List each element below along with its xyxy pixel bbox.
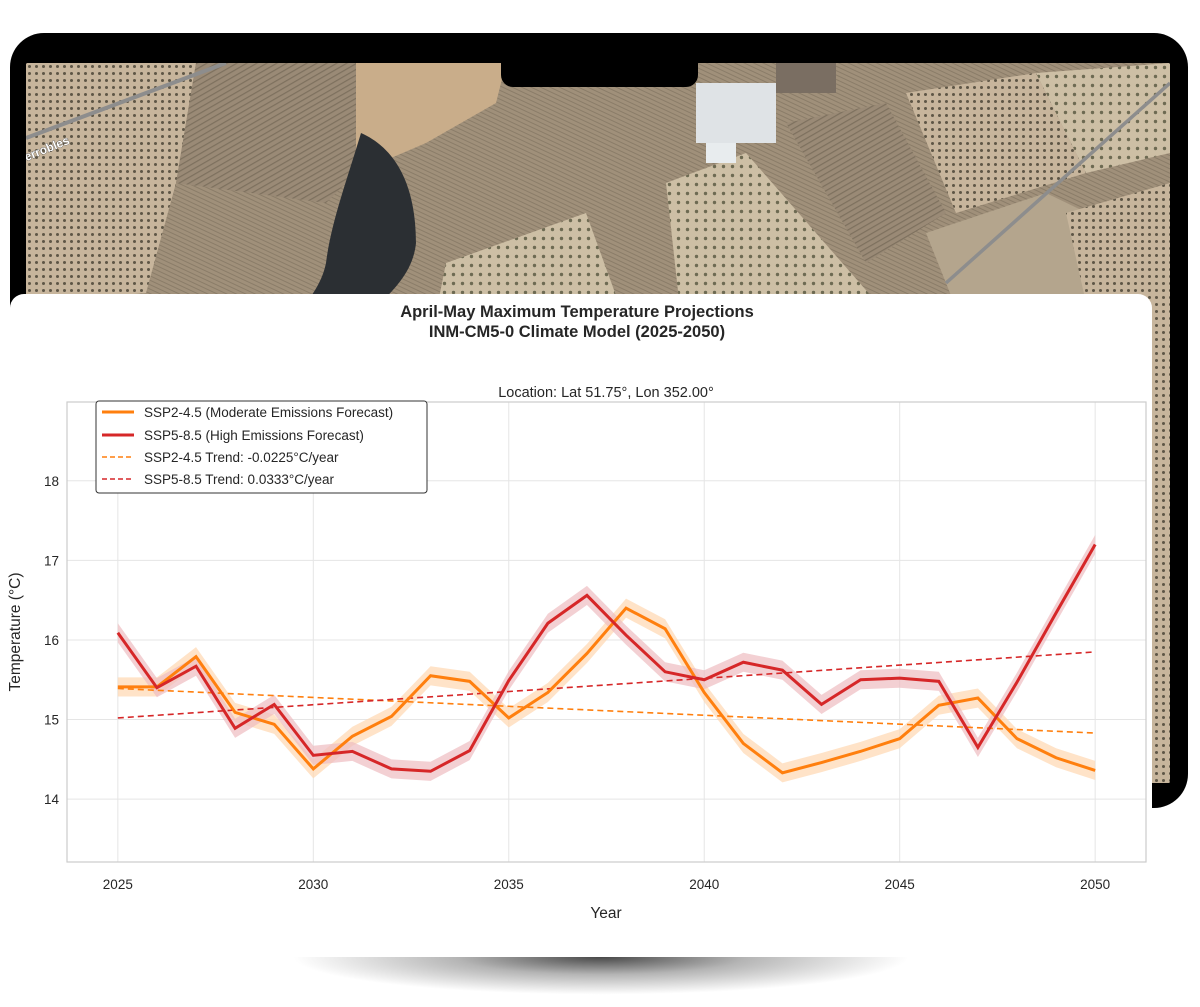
y-tick-label: 18 [44,474,59,489]
x-tick-label: 2025 [103,877,133,892]
x-tick-label: 2030 [298,877,328,892]
chart-title-line2: INM-CM5-0 Climate Model (2025-2050) [429,323,725,341]
x-axis-label: Year [590,905,621,922]
y-tick-label: 15 [44,713,59,728]
chart-title-line1: April-May Maximum Temperature Projection… [400,303,754,321]
y-tick-label: 16 [44,633,59,648]
uncertainty-bands [118,535,1095,783]
y-tick-label: 14 [44,792,60,807]
y-tick-label: 17 [44,553,59,568]
legend-label-ssp585-trend: SSP5-8.5 Trend: 0.0333°C/year [144,472,335,487]
x-tick-label: 2045 [885,877,915,892]
y-axis-label: Temperature (°C) [7,572,24,691]
legend-label-ssp245-trend: SSP2-4.5 Trend: -0.0225°C/year [144,450,339,465]
legend-label-ssp245: SSP2-4.5 (Moderate Emissions Forecast) [144,405,393,420]
x-tick-label: 2050 [1080,877,1110,892]
legend: SSP2-4.5 (Moderate Emissions Forecast) S… [96,401,427,493]
x-tick-label: 2035 [494,877,524,892]
legend-label-ssp585: SSP5-8.5 (High Emissions Forecast) [144,428,364,443]
series-lines [118,544,1096,773]
series-line-ssp585 [118,544,1095,771]
x-tick-label: 2040 [689,877,719,892]
chart-subtitle: Location: Lat 51.75°, Lon 352.00° [498,385,714,401]
band-ssp585 [118,535,1095,781]
